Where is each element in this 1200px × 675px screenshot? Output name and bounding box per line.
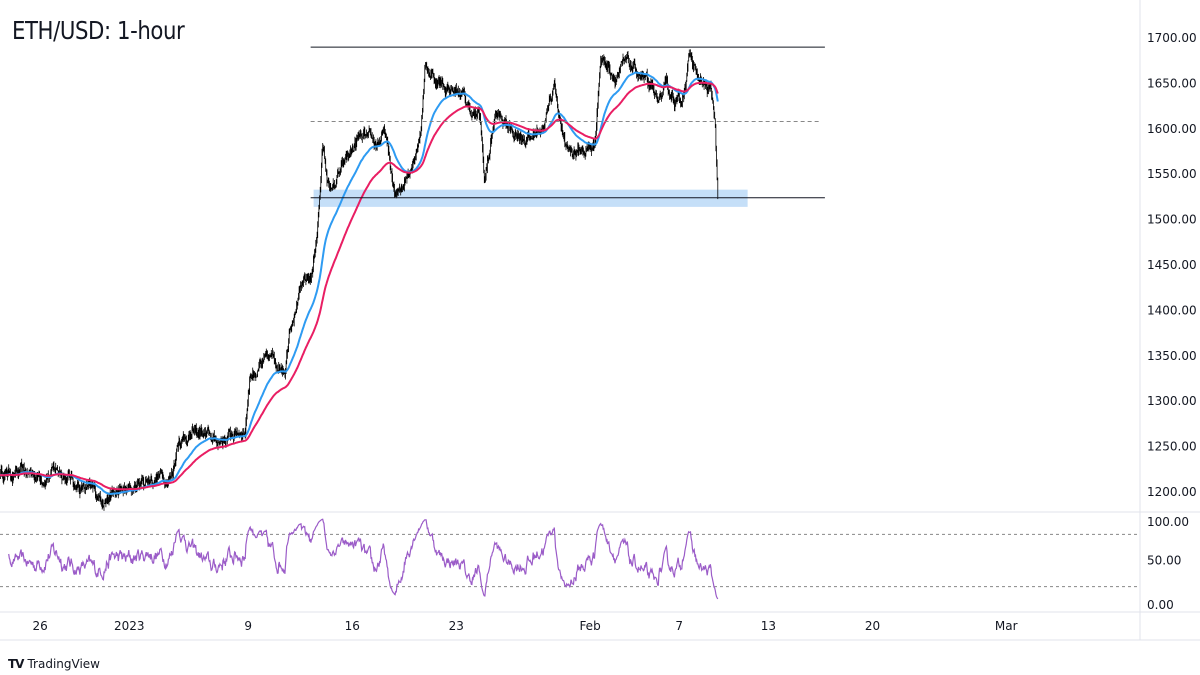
price-tick-label: 1400.00 [1147,303,1197,317]
rsi-tick-label: 100.00 [1147,515,1189,529]
time-tick-label: 2023 [114,619,145,633]
time-tick-label: 9 [244,619,252,633]
ema-slow-line [0,81,719,491]
price-tick-label: 1500.00 [1147,213,1197,227]
time-tick-label: 23 [449,619,464,633]
price-tick-label: 1700.00 [1147,31,1197,45]
price-tick-label: 1600.00 [1147,122,1197,136]
rsi-tick-label: 50.00 [1147,554,1181,568]
tradingview-logo-icon: TV [8,657,25,671]
rsi-line [8,518,719,600]
price-tick-label: 1650.00 [1147,76,1197,90]
ema-fast-line [0,71,719,496]
time-tick-label: 7 [675,619,683,633]
time-tick-label: 13 [761,619,776,633]
time-tick-label: 16 [345,619,360,633]
tradingview-logo: TV TradingView [8,657,100,671]
time-tick-label: Feb [579,619,600,633]
price-tick-label: 1200.00 [1147,485,1197,499]
price-tick-label: 1450.00 [1147,258,1197,272]
tradingview-brand-text: TradingView [27,657,100,671]
rsi-tick-label: 0.00 [1147,598,1174,612]
price-tick-label: 1350.00 [1147,349,1197,363]
time-tick-label: Mar [995,619,1018,633]
price-tick-label: 1550.00 [1147,167,1197,181]
price-tick-label: 1250.00 [1147,440,1197,454]
time-tick-label: 26 [32,619,47,633]
chart-title: ETH/USD: 1-hour [12,16,185,45]
price-tick-label: 1300.00 [1147,394,1197,408]
time-tick-label: 20 [865,619,880,633]
candles [0,49,719,511]
